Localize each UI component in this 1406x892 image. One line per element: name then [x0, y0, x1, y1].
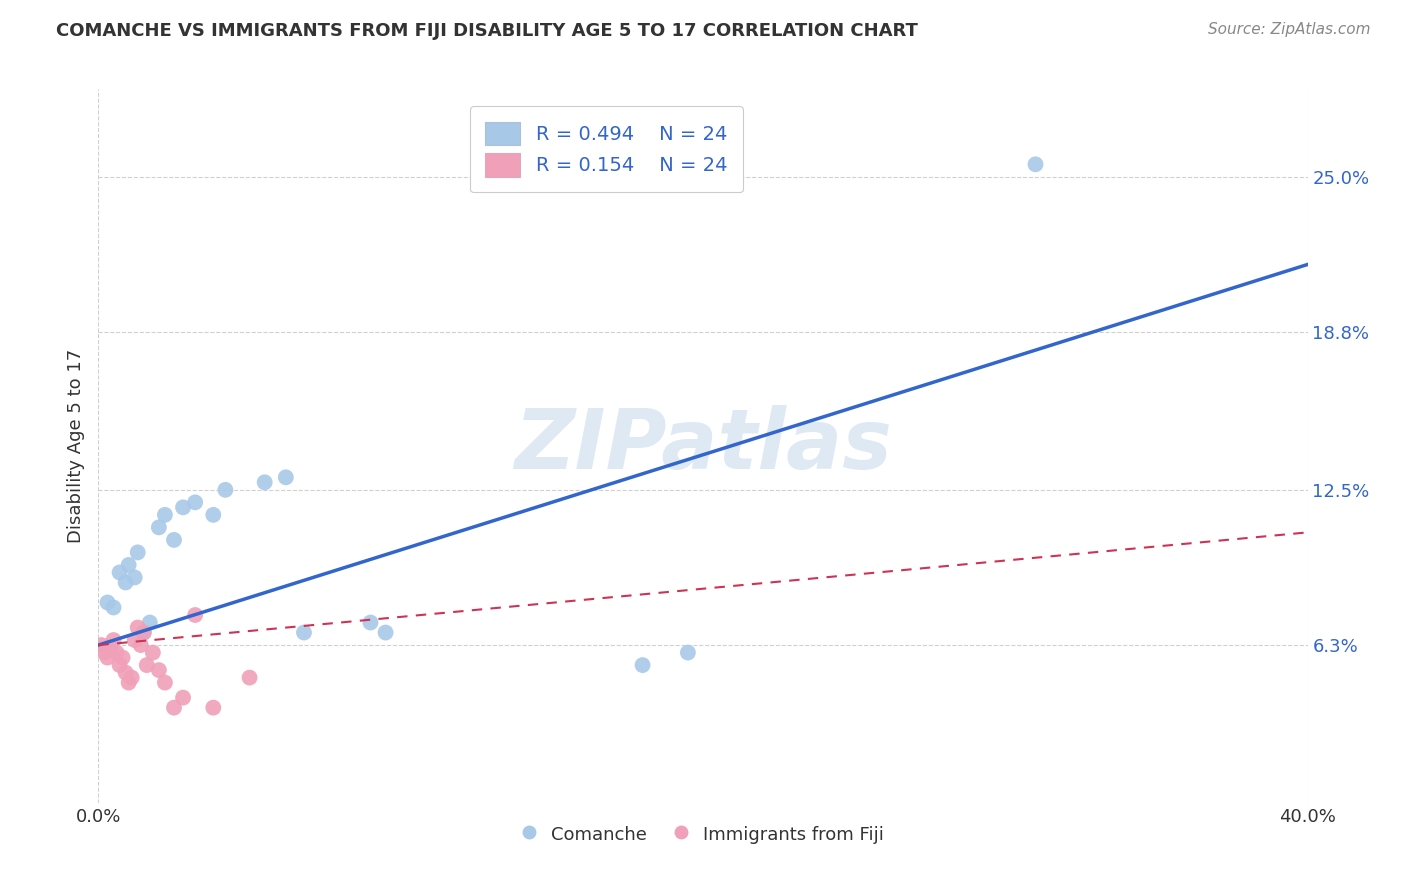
Point [135, 658, 157, 673]
Point [202, 508, 225, 522]
Point [1024, 157, 1046, 171]
Point [163, 533, 186, 547]
Point [118, 558, 141, 572]
Point [129, 638, 152, 652]
Point [100, 640, 122, 655]
Text: Source: ZipAtlas.com: Source: ZipAtlas.com [1208, 22, 1371, 37]
Point [103, 600, 125, 615]
Point [239, 671, 262, 685]
Y-axis label: Disability Age 5 to 17: Disability Age 5 to 17 [66, 349, 84, 543]
Point [142, 646, 165, 660]
Point [90, 638, 112, 652]
Point [274, 470, 297, 484]
Text: ZIPatlas: ZIPatlas [515, 406, 891, 486]
Point [148, 520, 170, 534]
Point [103, 633, 125, 648]
Point [139, 615, 162, 630]
Point [127, 621, 149, 635]
Point [374, 625, 396, 640]
Point [163, 700, 186, 714]
Point [124, 633, 146, 648]
Point [121, 671, 143, 685]
Point [184, 607, 207, 622]
Point [105, 646, 128, 660]
Legend: Comanche, Immigrants from Fiji: Comanche, Immigrants from Fiji [515, 817, 891, 851]
Point [132, 625, 155, 640]
Text: COMANCHE VS IMMIGRANTS FROM FIJI DISABILITY AGE 5 TO 17 CORRELATION CHART: COMANCHE VS IMMIGRANTS FROM FIJI DISABIL… [56, 22, 918, 40]
Point [184, 495, 207, 509]
Point [153, 675, 176, 690]
Point [114, 575, 136, 590]
Point [172, 500, 194, 515]
Point [202, 700, 225, 714]
Point [118, 675, 141, 690]
Point [124, 570, 146, 584]
Point [148, 663, 170, 677]
Point [114, 665, 136, 680]
Point [111, 650, 134, 665]
Point [676, 646, 699, 660]
Point [153, 508, 176, 522]
Point [132, 625, 155, 640]
Point [631, 658, 654, 673]
Point [108, 658, 131, 673]
Point [127, 545, 149, 559]
Point [292, 625, 315, 640]
Point [253, 475, 276, 490]
Point [172, 690, 194, 705]
Point [214, 483, 236, 497]
Point [108, 566, 131, 580]
Point [96, 650, 118, 665]
Point [93, 646, 115, 660]
Point [360, 615, 382, 630]
Point [96, 595, 118, 609]
